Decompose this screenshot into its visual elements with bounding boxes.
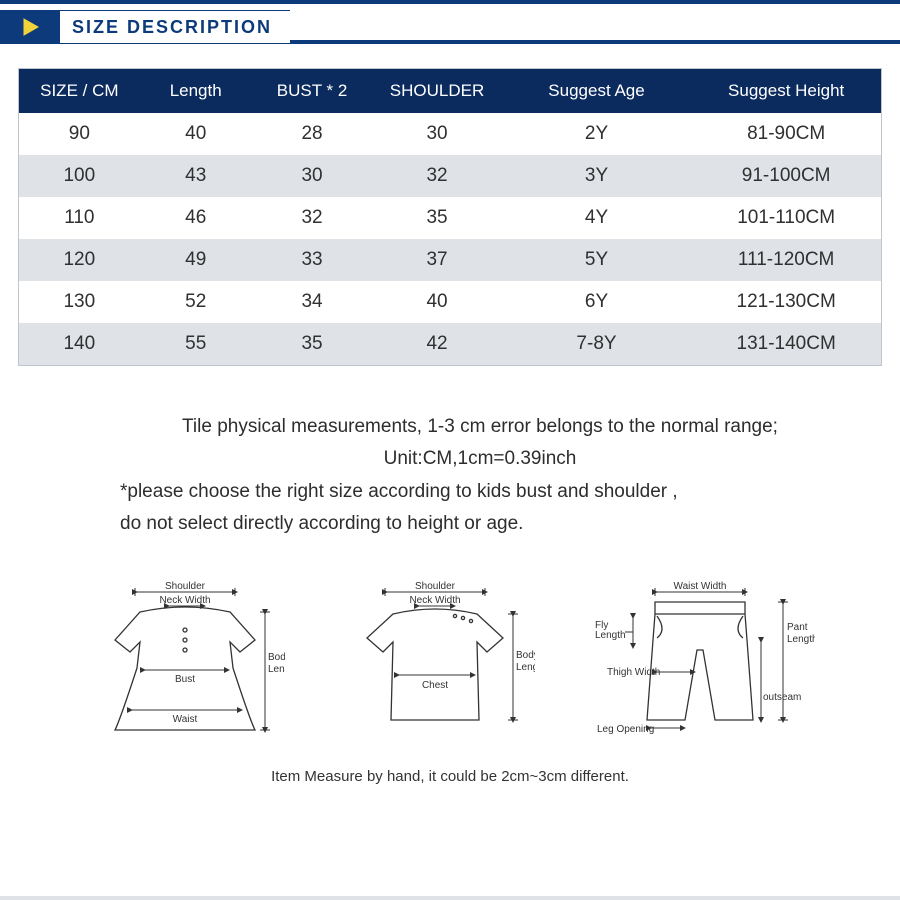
table-cell: 121-130CM — [691, 281, 881, 323]
pants-outseam-label: outseam — [763, 692, 801, 703]
table-cell: 43 — [140, 155, 252, 197]
table-cell: 42 — [372, 323, 501, 365]
table-cell: 131-140CM — [691, 323, 881, 365]
top-body-label-1: Body — [516, 650, 535, 661]
table-header: Suggest Age — [502, 69, 692, 113]
note-line-2: Unit:CM,1cm=0.39inch — [120, 443, 840, 475]
table-cell: 3Y — [502, 155, 692, 197]
table-row: 1104632354Y101-110CM — [19, 197, 881, 239]
play-icon — [20, 17, 40, 37]
notes-block: Tile physical measurements, 1-3 cm error… — [120, 411, 840, 540]
table-cell: 5Y — [502, 239, 692, 281]
table-row: 1305234406Y121-130CM — [19, 281, 881, 323]
table-cell: 40 — [372, 281, 501, 323]
table-cell: 40 — [140, 113, 252, 155]
diagram-caption: Item Measure by hand, it could be 2cm~3c… — [0, 768, 900, 785]
table-cell: 30 — [372, 113, 501, 155]
table-cell: 7-8Y — [502, 323, 692, 365]
dress-body-label-1: Body — [268, 652, 285, 663]
table-cell: 100 — [19, 155, 140, 197]
table-cell: 35 — [372, 197, 501, 239]
table-cell: 111-120CM — [691, 239, 881, 281]
top-neck-label: Neck Width — [409, 595, 460, 606]
dress-body-label-2: Length — [268, 664, 285, 675]
table-header: Length — [140, 69, 252, 113]
table-cell: 32 — [372, 155, 501, 197]
table-cell: 140 — [19, 323, 140, 365]
dress-bust-label: Bust — [175, 674, 195, 685]
table-cell: 55 — [140, 323, 252, 365]
pants-leg-label: Leg Opening — [597, 724, 654, 735]
table-cell: 46 — [140, 197, 252, 239]
table-cell: 110 — [19, 197, 140, 239]
note-line-1: Tile physical measurements, 1-3 cm error… — [120, 411, 840, 443]
pants-fly-label-2: Length — [595, 630, 626, 641]
pants-waist-label: Waist Width — [674, 581, 727, 592]
pants-pant-label-2: Length — [787, 634, 815, 645]
title-bar: SIZE DESCRIPTION — [0, 10, 900, 44]
table-cell: 90 — [19, 113, 140, 155]
table-row: 1405535427-8Y131-140CM — [19, 323, 881, 365]
table-header: SHOULDER — [372, 69, 501, 113]
note-line-4: do not select directly according to heig… — [120, 508, 840, 540]
dress-waist-label: Waist — [173, 714, 198, 725]
table-cell: 35 — [252, 323, 373, 365]
table-cell: 4Y — [502, 197, 692, 239]
bottom-edge — [0, 896, 900, 900]
table-header: Suggest Height — [691, 69, 881, 113]
table-cell: 120 — [19, 239, 140, 281]
table-cell: 37 — [372, 239, 501, 281]
pants-diagram: Waist Width Fly Length Thigh Width Leg O… — [585, 580, 815, 750]
table-row: 1204933375Y111-120CM — [19, 239, 881, 281]
table-cell: 81-90CM — [691, 113, 881, 155]
table-cell: 33 — [252, 239, 373, 281]
table-cell: 6Y — [502, 281, 692, 323]
table-cell: 28 — [252, 113, 373, 155]
top-shoulder-label: Shoulder — [415, 581, 456, 592]
table-cell: 2Y — [502, 113, 692, 155]
top-diagram: Shoulder Neck Width Chest Body Length — [335, 580, 535, 750]
table-cell: 91-100CM — [691, 155, 881, 197]
table-row: 904028302Y81-90CM — [19, 113, 881, 155]
table-cell: 130 — [19, 281, 140, 323]
pants-pant-label-1: Pant — [787, 622, 808, 633]
table-header: BUST * 2 — [252, 69, 373, 113]
measurement-diagrams: Shoulder Neck Width Bust Waist Body Leng… — [0, 580, 900, 750]
size-table: SIZE / CMLengthBUST * 2SHOULDERSuggest A… — [19, 69, 881, 365]
top-chest-label: Chest — [422, 680, 448, 691]
top-body-label-2: Length — [516, 662, 535, 673]
play-icon-box — [0, 10, 60, 44]
table-cell: 34 — [252, 281, 373, 323]
note-line-3: *please choose the right size according … — [120, 476, 840, 508]
table-cell: 30 — [252, 155, 373, 197]
table-header: SIZE / CM — [19, 69, 140, 113]
dress-neck-label: Neck Width — [159, 595, 210, 606]
top-edge — [0, 0, 900, 4]
section-title: SIZE DESCRIPTION — [60, 10, 290, 44]
dress-shoulder-label: Shoulder — [165, 581, 206, 592]
table-cell: 49 — [140, 239, 252, 281]
size-table-wrap: SIZE / CMLengthBUST * 2SHOULDERSuggest A… — [18, 68, 882, 366]
table-row: 1004330323Y91-100CM — [19, 155, 881, 197]
table-cell: 101-110CM — [691, 197, 881, 239]
title-bar-rule — [290, 10, 900, 44]
table-cell: 32 — [252, 197, 373, 239]
pants-thigh-label: Thigh Width — [607, 667, 660, 678]
table-cell: 52 — [140, 281, 252, 323]
dress-diagram: Shoulder Neck Width Bust Waist Body Leng… — [85, 580, 285, 750]
